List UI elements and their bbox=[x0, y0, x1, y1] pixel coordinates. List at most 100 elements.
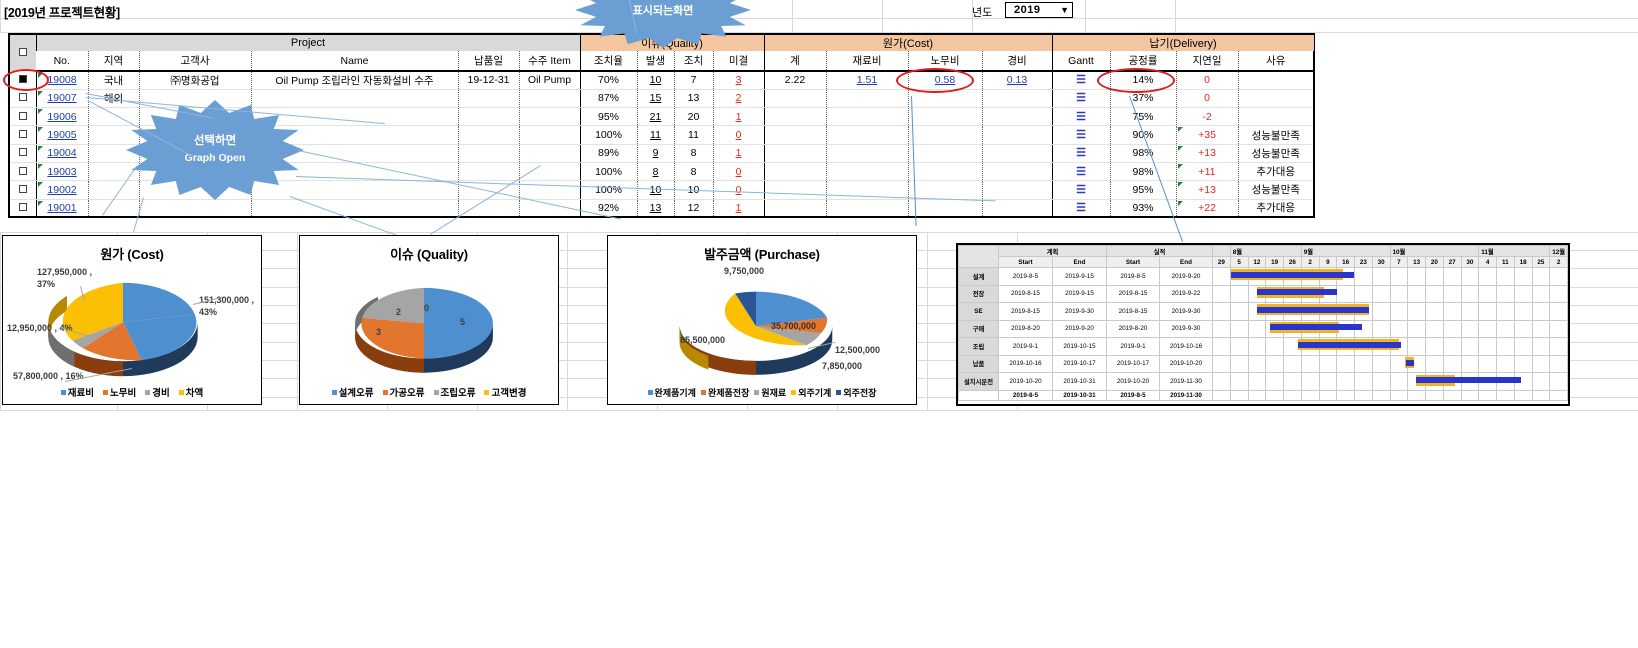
cell-no[interactable]: 19001 bbox=[36, 199, 89, 219]
cell-labor[interactable] bbox=[908, 125, 983, 145]
cell-expense[interactable] bbox=[982, 107, 1053, 127]
cell-material[interactable] bbox=[826, 107, 909, 127]
col-material[interactable]: 재료비 bbox=[826, 51, 909, 72]
col-reason[interactable]: 사유 bbox=[1238, 51, 1315, 72]
project-no-link[interactable]: 19004 bbox=[47, 147, 77, 160]
project-no-link[interactable]: 19003 bbox=[47, 165, 77, 178]
purchase-chart-panel[interactable]: 발주금액 (Purchase) 9,750,000 35,700,000 85,… bbox=[607, 235, 917, 405]
cell-labor[interactable] bbox=[908, 162, 983, 182]
project-no-link[interactable]: 19002 bbox=[47, 183, 77, 196]
col-customer[interactable]: 고객사 bbox=[139, 51, 252, 72]
row-checkbox-cell[interactable] bbox=[8, 199, 37, 219]
gantt-icon[interactable]: ☰ bbox=[1076, 74, 1086, 87]
expense-link[interactable]: 0.13 bbox=[1006, 74, 1028, 87]
gantt-icon[interactable]: ☰ bbox=[1076, 165, 1086, 178]
col-delay[interactable]: 지연일 bbox=[1176, 51, 1239, 72]
cell-material[interactable] bbox=[826, 89, 909, 109]
cell-gantt[interactable]: ☰ bbox=[1052, 107, 1111, 127]
row-checkbox-cell[interactable] bbox=[8, 144, 37, 163]
cell-gantt[interactable]: ☰ bbox=[1052, 199, 1111, 219]
col-order-item[interactable]: 수주 Item bbox=[519, 51, 581, 72]
cell-labor[interactable] bbox=[908, 107, 983, 127]
cell-no[interactable]: 19007 bbox=[36, 89, 89, 109]
cell-gantt[interactable]: ☰ bbox=[1052, 162, 1111, 182]
table-row[interactable]: 19001 92% 13 12 1 ☰ 93% +22 추가대응 bbox=[8, 199, 1315, 219]
table-row[interactable]: 19008 국내 ㈜명화공업 Oil Pump 조립라인 자동화설비 수주 19-12-… bbox=[8, 71, 1315, 90]
cell-expense[interactable] bbox=[982, 144, 1053, 163]
cell-no[interactable]: 19003 bbox=[36, 162, 89, 182]
project-no-link[interactable]: 19007 bbox=[47, 92, 77, 105]
row-checkbox-cell[interactable] bbox=[8, 71, 37, 90]
row-checkbox-cell[interactable] bbox=[8, 89, 37, 109]
cell-gantt[interactable]: ☰ bbox=[1052, 125, 1111, 145]
row-checkbox-cell[interactable] bbox=[8, 162, 37, 182]
project-no-link[interactable]: 19005 bbox=[47, 129, 77, 142]
cell-material[interactable] bbox=[826, 199, 909, 219]
col-cost-total[interactable]: 계 bbox=[764, 51, 827, 72]
row-checkbox[interactable] bbox=[18, 166, 27, 175]
cell-material[interactable] bbox=[826, 144, 909, 163]
table-row[interactable]: 19003 100% 8 8 0 ☰ 98% +11 추가대응 bbox=[8, 162, 1315, 182]
year-dropdown[interactable]: 2019 ▼ bbox=[1005, 2, 1073, 18]
row-checkbox[interactable] bbox=[18, 130, 27, 139]
project-no-link[interactable]: 19006 bbox=[47, 110, 77, 123]
row-checkbox[interactable] bbox=[18, 93, 27, 102]
table-row[interactable]: 19004 89% 9 8 1 ☰ 98% +13 성능불만족 bbox=[8, 144, 1315, 163]
cell-material[interactable] bbox=[826, 125, 909, 145]
cell-no[interactable]: 19006 bbox=[36, 107, 89, 127]
cell-labor[interactable] bbox=[908, 199, 983, 219]
select-all-cell[interactable] bbox=[8, 33, 36, 71]
col-gantt[interactable]: Gantt bbox=[1052, 51, 1111, 72]
col-labor[interactable]: 노무비 bbox=[908, 51, 983, 72]
col-action[interactable]: 조치 bbox=[674, 51, 714, 72]
select-all-checkbox[interactable] bbox=[18, 48, 27, 56]
row-checkbox[interactable] bbox=[18, 184, 27, 193]
cell-no[interactable]: 19008 bbox=[36, 71, 89, 90]
cell-labor[interactable] bbox=[908, 144, 983, 163]
col-progress[interactable]: 공정률 bbox=[1110, 51, 1177, 72]
col-open[interactable]: 미결 bbox=[713, 51, 765, 72]
cell-labor[interactable] bbox=[908, 89, 983, 109]
cost-chart-panel[interactable]: 원가 (Cost) 151,300,000 , 43% 57,800,000 ,… bbox=[2, 235, 262, 405]
cell-gantt[interactable]: ☰ bbox=[1052, 89, 1111, 109]
cell-gantt[interactable]: ☰ bbox=[1052, 180, 1111, 200]
cell-expense[interactable] bbox=[982, 162, 1053, 182]
cell-gantt[interactable]: ☰ bbox=[1052, 71, 1111, 90]
cell-no[interactable]: 19005 bbox=[36, 125, 89, 145]
cell-expense[interactable]: 0.13 bbox=[982, 71, 1053, 90]
cell-no[interactable]: 19002 bbox=[36, 180, 89, 200]
row-checkbox[interactable] bbox=[18, 202, 27, 211]
col-action-rate[interactable]: 조치율 bbox=[580, 51, 638, 72]
row-checkbox-cell[interactable] bbox=[8, 180, 37, 200]
col-name[interactable]: Name bbox=[251, 51, 459, 72]
col-expense[interactable]: 경비 bbox=[982, 51, 1053, 72]
project-no-link[interactable]: 19008 bbox=[47, 74, 77, 87]
labor-link[interactable]: 0.58 bbox=[934, 74, 956, 87]
cell-expense[interactable] bbox=[982, 199, 1053, 219]
row-checkbox-cell[interactable] bbox=[8, 125, 37, 145]
col-no[interactable]: No. bbox=[36, 51, 89, 72]
col-region[interactable]: 지역 bbox=[88, 51, 140, 72]
cell-expense[interactable] bbox=[982, 125, 1053, 145]
gantt-icon[interactable]: ☰ bbox=[1076, 201, 1086, 214]
gantt-icon[interactable]: ☰ bbox=[1076, 92, 1086, 105]
gantt-icon[interactable]: ☰ bbox=[1076, 147, 1086, 160]
gantt-icon[interactable]: ☰ bbox=[1076, 129, 1086, 142]
row-checkbox[interactable] bbox=[18, 111, 27, 120]
cell-labor[interactable]: 0.58 bbox=[908, 71, 983, 90]
quality-chart-panel[interactable]: 이슈 (Quality) 5 3 2 0 설계오류 가공오류 조립오류 고객변경 bbox=[299, 235, 559, 405]
material-link[interactable]: 1.51 bbox=[856, 74, 878, 87]
cell-material[interactable] bbox=[826, 162, 909, 182]
cell-expense[interactable] bbox=[982, 89, 1053, 109]
cell-no[interactable]: 19004 bbox=[36, 144, 89, 163]
gantt-chart-panel[interactable]: 계획 실적 8월 9월 10월 11월 12월 Start End Start End … bbox=[956, 243, 1570, 406]
col-occur[interactable]: 발생 bbox=[637, 51, 675, 72]
col-delivery-date[interactable]: 납품일 bbox=[458, 51, 520, 72]
row-checkbox[interactable] bbox=[18, 74, 27, 83]
project-no-link[interactable]: 19001 bbox=[47, 201, 77, 214]
row-checkbox[interactable] bbox=[18, 148, 27, 157]
cell-expense[interactable] bbox=[982, 180, 1053, 200]
cell-gantt[interactable]: ☰ bbox=[1052, 144, 1111, 163]
gantt-icon[interactable]: ☰ bbox=[1076, 110, 1086, 123]
